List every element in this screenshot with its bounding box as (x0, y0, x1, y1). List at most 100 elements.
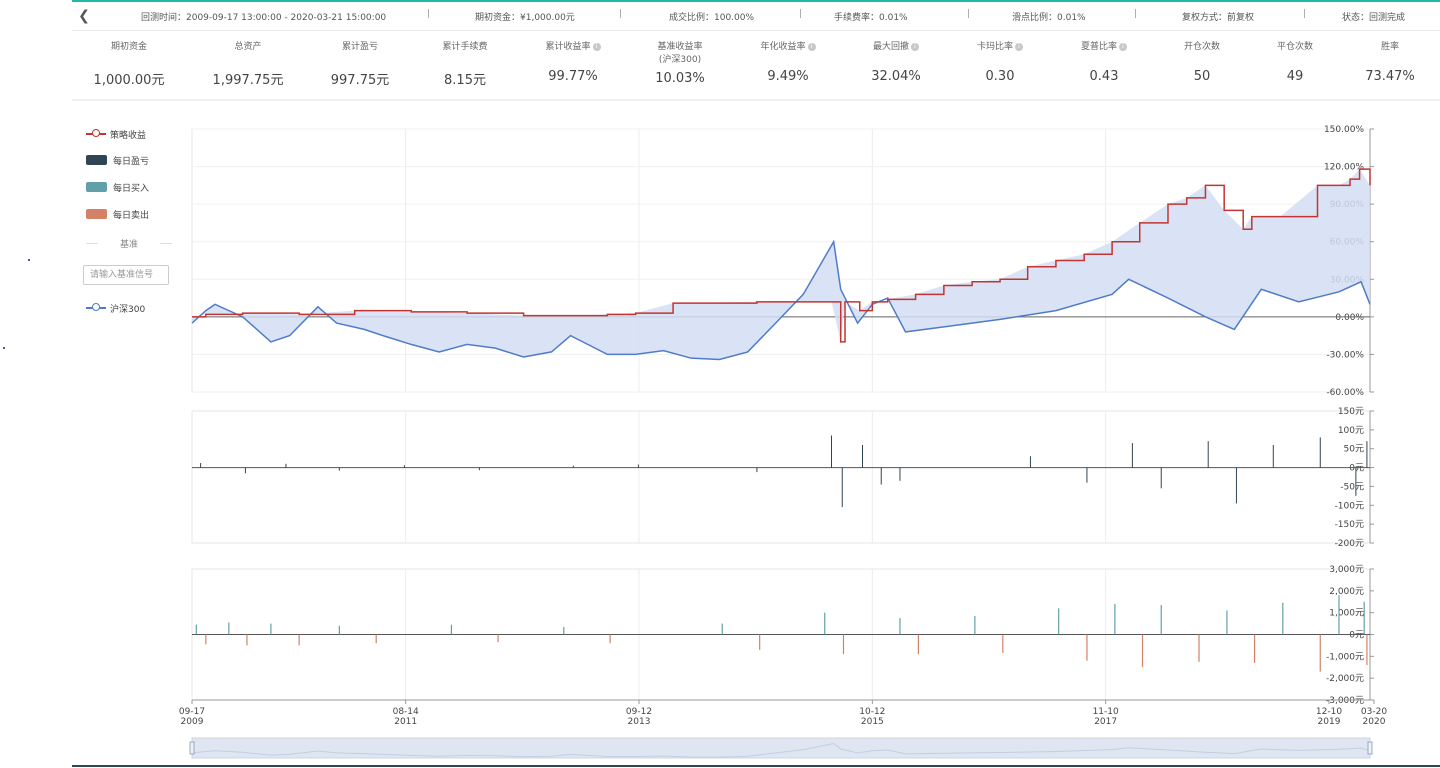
stat-sharpe-ratio: 夏普比率 i 0.43 (1049, 41, 1159, 84)
info-slippage: 滑点比例：0.01% (1012, 13, 1086, 23)
stray-dot (28, 259, 30, 261)
legend-daily-sell[interactable]: 每日卖出 (86, 207, 149, 221)
x-tick-label: 12-10 (1316, 707, 1342, 717)
info-fill-ratio: 成交比例：100.00% (669, 13, 755, 23)
y-tick-label: 120.00% (1324, 163, 1364, 173)
stat-label: 总资产 (234, 42, 262, 52)
info-separator: | (1134, 9, 1138, 19)
x-tick-year-label: 2020 (1363, 717, 1386, 727)
legend-strategy-return[interactable]: 策略收益 (86, 127, 146, 141)
info-icon[interactable]: i (1015, 42, 1023, 51)
data-zoom-slider (189, 737, 1373, 759)
stat-label: 累计手续费 (442, 42, 488, 52)
x-tick-year-label: 2009 (181, 717, 204, 727)
info-status: 状态：回测完成 (1342, 13, 1406, 23)
y-tick-label: 150.00% (1324, 125, 1364, 135)
stat-cumulative-fee: 累计手续费 8.15元 (410, 41, 520, 88)
info-icon[interactable]: i (592, 42, 601, 51)
y-tick-label: -30.00% (1326, 350, 1364, 360)
stat-win-rate: 胜率 73.47% (1335, 41, 1440, 84)
color-swatch-icon (86, 155, 107, 165)
line-marker-icon (86, 303, 106, 311)
daily-pnl-chart: 150元 100元 50元 0元 -50元 -100元 -150元 -200元 (191, 407, 1374, 549)
legend-label: 每日卖出 (113, 210, 150, 221)
stat-cumulative-return: 累计收益率 i 99.77% (518, 41, 628, 84)
y-tick-label: 150元 (1338, 407, 1364, 417)
legend-daily-buy[interactable]: 每日买入 (86, 180, 149, 194)
stat-label: 夏普比率 (1080, 42, 1117, 52)
color-swatch-icon (86, 182, 107, 192)
stat-value: 1,997.75元 (212, 73, 284, 88)
y-tick-label: -200元 (1335, 539, 1364, 549)
info-separator: | (1303, 9, 1307, 19)
zoom-left-handle-icon[interactable] (189, 741, 195, 755)
zoom-right-handle-icon[interactable] (1367, 741, 1373, 755)
stat-value: 0.43 (1089, 69, 1119, 84)
legend-daily-pnl[interactable]: 每日盈亏 (86, 153, 149, 167)
backtest-info-bar: ❮ 回测时间：2009-09-17 13:00:00 - 2020-03-21 … (72, 2, 1440, 31)
info-fee-rate: 手续费率：0.01% (834, 13, 908, 23)
x-tick-year-label: 2015 (861, 717, 884, 727)
stat-label: 年化收益率 (760, 42, 806, 52)
info-separator: | (619, 9, 623, 19)
x-tick-label: 11-10 (1093, 707, 1119, 717)
return-difference-area (192, 169, 1370, 360)
y-tick-label: 0.00% (1335, 313, 1364, 323)
legend-label: 策略收益 (110, 130, 147, 141)
x-tick-year-label: 2019 (1318, 717, 1341, 727)
y-tick-label: 100元 (1338, 426, 1364, 436)
legend-label: 每日买入 (113, 183, 150, 194)
stat-calmar-ratio: 卡玛比率 i 0.30 (945, 41, 1055, 84)
x-tick-label: 08-14 (393, 707, 419, 717)
stat-open-count: 开仓次数 50 (1147, 41, 1257, 84)
stats-panel: 期初资金 1,000.00元 总资产 1,997.75元 累计盈亏 997.75… (72, 31, 1440, 101)
y-tick-label: 0元 (1349, 631, 1364, 641)
stat-close-count: 平仓次数 49 (1240, 41, 1350, 84)
x-tick-year-label: 2013 (628, 717, 651, 727)
stat-value: 10.03% (655, 71, 705, 86)
y-tick-label: -50元 (1340, 482, 1364, 492)
legend-benchmark[interactable]: 沪深300 (86, 301, 145, 315)
x-tick-label: 10-12 (859, 707, 885, 717)
strategy-return-line (192, 168, 1371, 343)
x-tick-year-label: 2017 (1094, 717, 1117, 727)
zoom-preview-line (191, 742, 1371, 758)
info-icon[interactable]: i (911, 42, 919, 51)
info-backtest-time: 回测时间：2009-09-17 13:00:00 - 2020-03-21 15… (141, 13, 387, 23)
stat-label: 胜率 (1380, 42, 1399, 52)
stat-value: 997.75元 (330, 73, 390, 88)
benchmark-input[interactable] (83, 265, 169, 285)
stat-value: 9.49% (767, 69, 809, 84)
line-marker-icon (86, 129, 106, 137)
stat-total-assets: 总资产 1,997.75元 (193, 41, 303, 88)
stat-initial-capital: 期初资金 1,000.00元 (74, 41, 184, 88)
stat-max-drawdown: 最大回撤 i 32.04% (841, 41, 951, 84)
y-tick-label: 50元 (1344, 445, 1364, 455)
y-tick-label: -60.00% (1326, 388, 1364, 398)
y-tick-label: 3,000元 (1329, 565, 1364, 575)
legend-label: 每日盈亏 (113, 156, 150, 167)
info-separator: | (427, 9, 431, 19)
info-icon[interactable]: i (807, 42, 816, 51)
x-tick-year-label: 2011 (394, 717, 417, 727)
benchmark-return-line (191, 239, 1371, 361)
stat-value: 49 (1286, 69, 1304, 84)
stat-label: 卡玛比率 (976, 42, 1013, 52)
info-separator: | (799, 9, 803, 19)
stat-value: 32.04% (871, 69, 921, 84)
stat-label: 累计盈亏 (341, 42, 378, 52)
y-tick-label: 2,000元 (1329, 587, 1364, 597)
x-tick-label: 09-17 (179, 707, 205, 717)
info-icon[interactable]: i (1119, 42, 1127, 51)
back-arrow-icon[interactable]: ❮ (78, 8, 90, 24)
stat-value: 73.47% (1365, 69, 1415, 84)
zoom-track (191, 737, 1371, 759)
info-adjust-mode: 复权方式：前复权 (1182, 13, 1255, 23)
legend-label: 沪深300 (110, 304, 146, 315)
y-tick-label: -3,000元 (1326, 696, 1364, 706)
stat-value: 1,000.00元 (93, 73, 165, 88)
benchmark-section-title: 基准 (86, 237, 172, 250)
stat-annual-return: 年化收益率 i 9.49% (733, 41, 843, 84)
stray-dot (3, 347, 5, 349)
